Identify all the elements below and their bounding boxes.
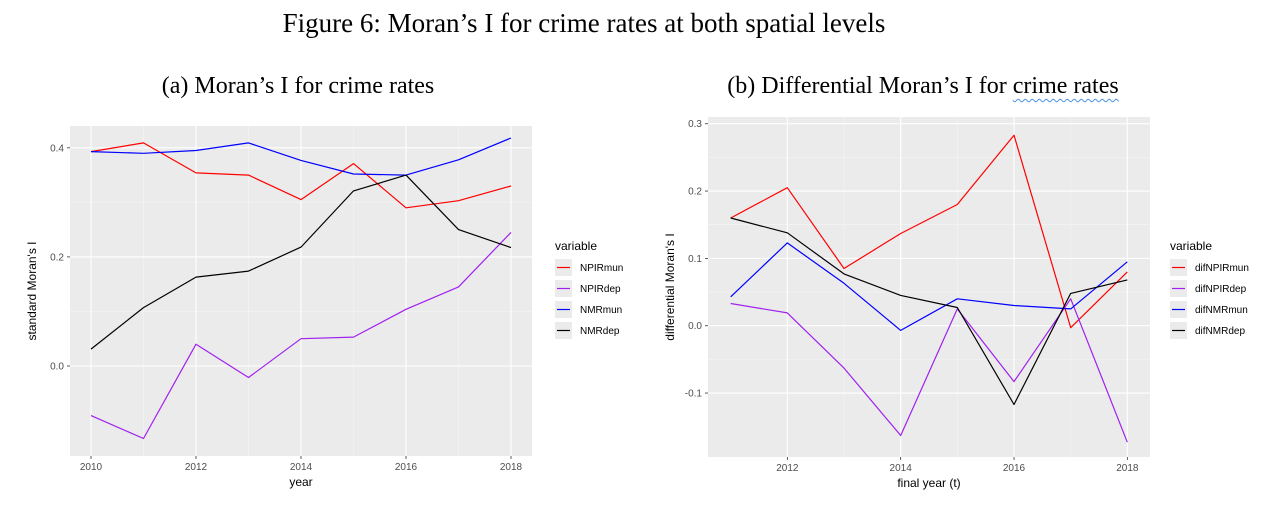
- legend-title: variable: [1170, 239, 1212, 253]
- series-line-difnmrmun: [730, 242, 1128, 331]
- legend-b: variable difNPIRmun difNPIRdep difNMRmun dif…: [1170, 239, 1249, 339]
- plot-panel-b: [708, 117, 1150, 457]
- series-line-difnpirmun: [730, 134, 1128, 329]
- chart-b: -0.1 0.0 0.1 0.2 0.3 2012 2014 2016 2018 final ye…: [663, 117, 1249, 490]
- y-axis-title: differential Moran's I: [663, 233, 677, 340]
- y-axis-title: standard Moran's I: [25, 241, 39, 340]
- x-tick-label: 2016: [395, 462, 418, 473]
- x-axis-title: final year (t): [897, 476, 960, 490]
- series-line-npirdep: [90, 231, 512, 440]
- y-tick-label: 0.0: [50, 362, 64, 373]
- y-tick-label: 0.4: [50, 143, 64, 154]
- panel-b-subtitle-main: (b) Differential Moran’s I for: [727, 73, 1013, 99]
- y-tick-label: 0.3: [688, 119, 702, 130]
- panel-a-subtitle: (a) Moran’s I for crime rates: [161, 73, 435, 99]
- x-tick-label: 2018: [500, 462, 523, 473]
- x-tick-label: 2014: [890, 463, 913, 474]
- legend-label-difnpirmun: difNPIRmun: [1195, 263, 1249, 274]
- series-line-difnmrdep: [730, 217, 1128, 406]
- series-line-nmrdep: [90, 174, 512, 350]
- x-tick-label: 2012: [776, 463, 799, 474]
- legend-label-nmrmun: NMRmun: [580, 305, 622, 316]
- chart-a: 0.0 0.2 0.4 2010 2012 2014 2016 2018 year standar…: [25, 126, 623, 489]
- legend-label-difnmrdep: difNMRdep: [1195, 326, 1245, 337]
- series-line-nmrmun: [90, 137, 512, 176]
- figure-title: Figure 6: Moran’s I for crime rates at b…: [282, 8, 886, 38]
- y-tick-label: 0.2: [50, 252, 64, 263]
- x-tick-label: 2016: [1003, 463, 1026, 474]
- y-tick-label: 0.1: [688, 254, 702, 265]
- x-tick-label: 2018: [1116, 463, 1139, 474]
- legend-label-nmrdep: NMRdep: [580, 326, 620, 337]
- legend-label-difnmrmun: difNMRmun: [1195, 305, 1248, 316]
- panel-b-subtitle-underlined: crime rates: [1012, 73, 1119, 99]
- legend-a: variable NPIRmun NPIRdep NMRmun NMRdep: [555, 239, 623, 339]
- legend-label-npirmun: NPIRmun: [580, 263, 623, 274]
- legend-label-difnpirdep: difNPIRdep: [1195, 284, 1247, 295]
- y-tick-label: 0.0: [688, 321, 702, 332]
- x-axis-title: year: [289, 475, 312, 489]
- panel-b-subtitle: (b) Differential Moran’s I for crime rat…: [640, 73, 1206, 100]
- x-tick-label: 2014: [290, 462, 313, 473]
- legend-label-npirdep: NPIRdep: [580, 284, 621, 295]
- y-tick-label: 0.2: [688, 187, 702, 198]
- x-tick-label: 2012: [185, 462, 208, 473]
- y-tick-label: -0.1: [685, 389, 703, 400]
- legend-title: variable: [555, 239, 597, 253]
- x-tick-label: 2010: [80, 462, 103, 473]
